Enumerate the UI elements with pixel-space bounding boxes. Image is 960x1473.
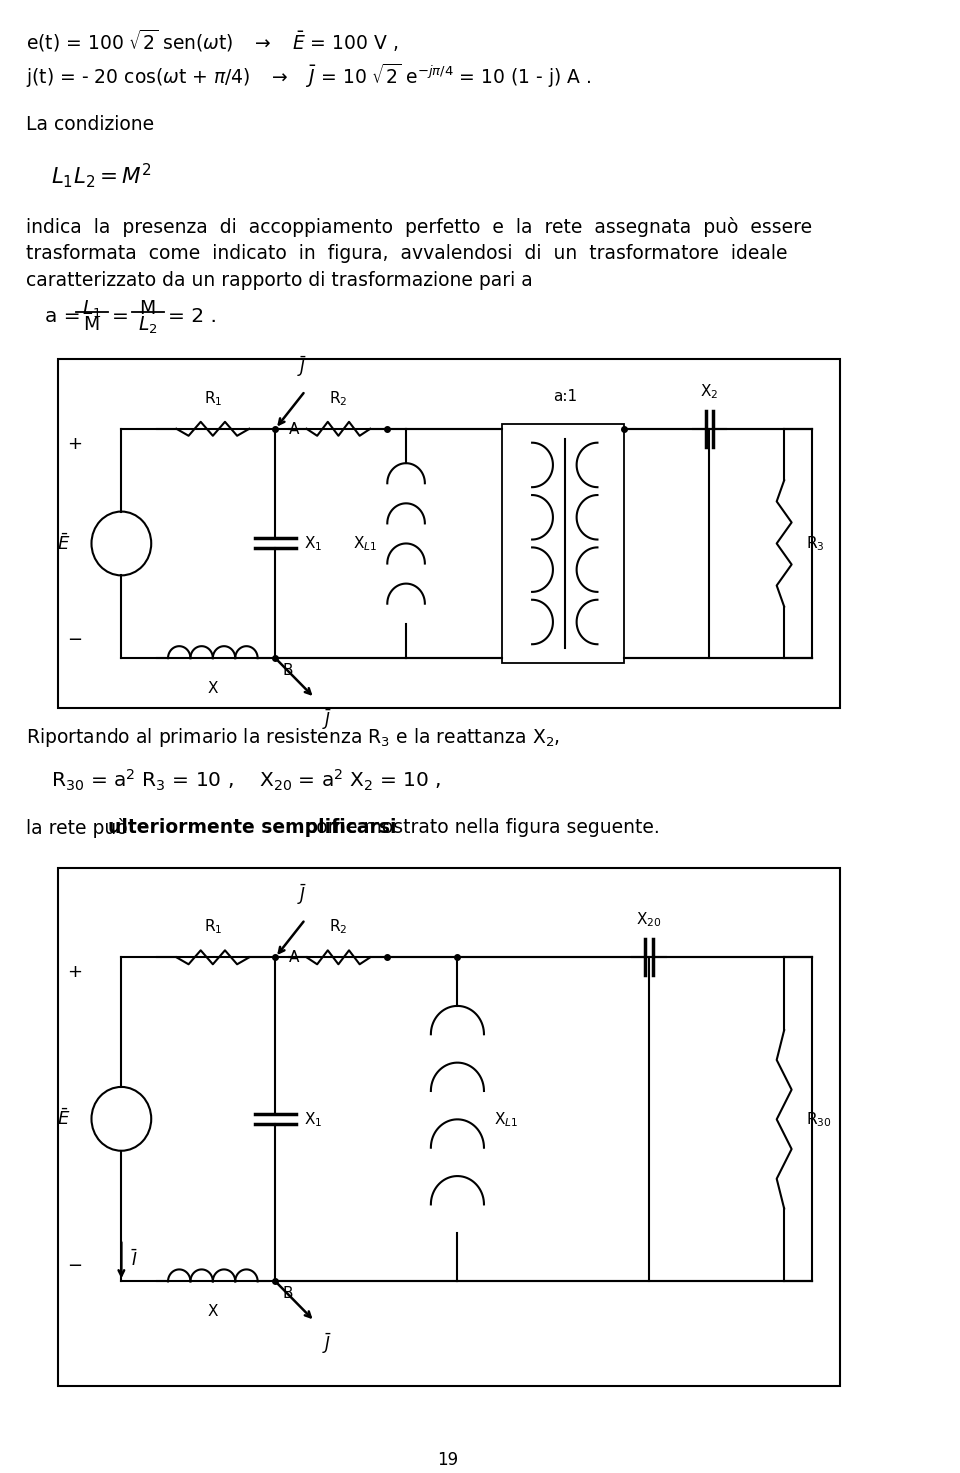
Text: ulteriormente semplificarsi: ulteriormente semplificarsi [108,818,396,837]
Text: trasformata  come  indicato  in  figura,  avvalendosi  di  un  trasformatore  id: trasformata come indicato in figura, avv… [26,245,787,264]
Text: 19: 19 [438,1451,459,1469]
Text: a =: a = [45,308,81,326]
Text: come mostrato nella figura seguente.: come mostrato nella figura seguente. [300,818,660,837]
Text: R$_3$: R$_3$ [805,535,825,552]
Text: R$_1$: R$_1$ [204,389,222,408]
Text: M: M [139,299,156,318]
Text: La condizione: La condizione [26,115,155,134]
Text: B: B [283,1286,294,1301]
Text: −: − [67,632,83,650]
Text: A: A [288,421,299,437]
Text: $L_1$: $L_1$ [82,299,101,321]
Text: e(t) = 100 $\sqrt{2}$ sen($\omega$t)   $\rightarrow$   $\bar{E}$ = 100 V ,: e(t) = 100 $\sqrt{2}$ sen($\omega$t) $\r… [26,28,398,55]
Text: X$_2$: X$_2$ [701,382,719,401]
Text: X$_{L1}$: X$_{L1}$ [352,535,377,552]
Text: R$_2$: R$_2$ [329,918,348,937]
Text: $L_1 L_2 = M^2$: $L_1 L_2 = M^2$ [51,162,153,190]
Text: $\bar{J}$: $\bar{J}$ [322,1332,332,1355]
Text: X$_{L1}$: X$_{L1}$ [494,1111,518,1128]
Text: =: = [112,308,129,326]
Text: X: X [207,1304,218,1320]
Text: X: X [207,681,218,697]
Text: Riportando al primario la resistenza R$_3$ e la reattanza X$_2$,: Riportando al primario la resistenza R$_… [26,726,561,748]
Text: j(t) = - 20 cos($\omega$t + $\pi$/4)   $\rightarrow$   $\bar{J}$ = 10 $\sqrt{2}$: j(t) = - 20 cos($\omega$t + $\pi$/4) $\r… [26,62,591,90]
Bar [58,868,840,1386]
Text: caratterizzato da un rapporto di trasformazione pari a: caratterizzato da un rapporto di trasfor… [26,271,533,290]
Text: $\bar{E}$: $\bar{E}$ [57,533,70,554]
Text: −: − [67,1258,83,1276]
Text: M: M [84,315,100,334]
Text: indica  la  presenza  di  accoppiamento  perfetto  e  la  rete  assegnata  può  : indica la presenza di accoppiamento perf… [26,218,812,237]
Bar [502,424,624,663]
Text: R$_1$: R$_1$ [204,918,222,937]
Bar [58,359,840,709]
Text: R$_{30}$: R$_{30}$ [805,1111,831,1128]
Text: +: + [67,435,83,452]
Text: X$_1$: X$_1$ [304,535,323,552]
Text: $\bar{J}$: $\bar{J}$ [322,709,332,732]
Text: R$_2$: R$_2$ [329,389,348,408]
Text: R$_{30}$ = a$^2$ R$_3$ = 10 ,    X$_{20}$ = a$^2$ X$_2$ = 10 ,: R$_{30}$ = a$^2$ R$_3$ = 10 , X$_{20}$ =… [51,767,442,792]
Text: X$_{20}$: X$_{20}$ [636,910,661,929]
Text: $\bar{J}$: $\bar{J}$ [297,355,306,379]
Text: +: + [67,963,83,981]
Text: A: A [288,950,299,965]
Text: la rete può: la rete può [26,818,133,838]
Text: X$_1$: X$_1$ [304,1111,323,1128]
Text: a:1: a:1 [553,389,577,404]
Text: $\bar{J}$: $\bar{J}$ [297,882,306,907]
Text: $\bar{E}$: $\bar{E}$ [57,1109,70,1130]
Text: $\bar{I}$: $\bar{I}$ [131,1249,138,1270]
Text: $L_2$: $L_2$ [137,315,157,336]
Text: = 2 .: = 2 . [168,308,217,326]
Text: B: B [283,663,294,678]
